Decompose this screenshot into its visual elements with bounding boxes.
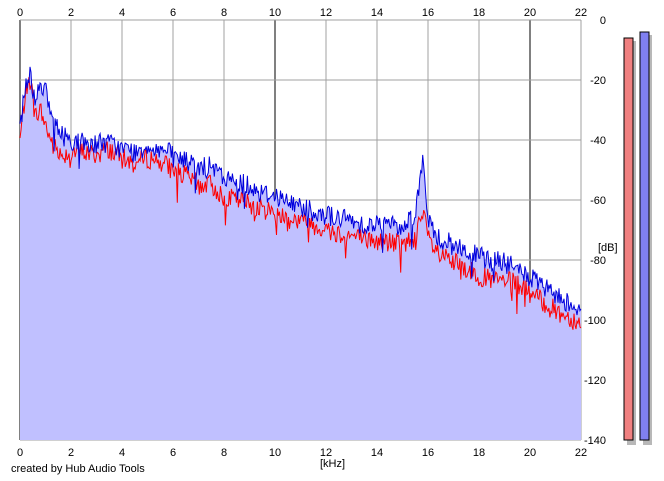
blue-level-meter [639,31,650,441]
x-tick-label: 22 [575,447,587,459]
red-level-meter [623,37,634,441]
x-tick-label: 10 [269,447,281,459]
x-tick-label: 4 [119,447,125,459]
x-tick-label: 12 [320,7,332,19]
x-tick-label: 6 [170,447,176,459]
y-tick-label: -80 [590,255,606,267]
x-tick-label: 14 [371,7,383,19]
x-tick-label: 22 [575,7,587,19]
x-tick-label: 6 [170,7,176,19]
blue-channel-line [19,66,582,316]
y-axis-label: [dB] [598,242,618,254]
y-tick-labels: 0 -20 -40 -60 -80 -100 -120 -140 [584,15,606,447]
y-tick-label: -140 [584,435,606,447]
x-tick-label: 18 [473,447,485,459]
x-tick-label: 8 [221,7,227,19]
spectrum-fill-area [20,66,581,441]
credit-text: created by Hub Audio Tools [11,463,145,475]
x-tick-label: 16 [422,7,434,19]
y-tick-label: -120 [584,375,606,387]
x-tick-label: 2 [68,447,74,459]
y-tick-label: -20 [590,75,606,87]
level-meters [623,31,652,445]
x-tick-label: 0 [17,7,23,19]
x-tick-label: 20 [524,7,536,19]
x-tick-label: 0 [17,447,23,459]
x-tick-label: 4 [119,7,125,19]
x-tick-label: 20 [524,447,536,459]
y-tick-label: 0 [600,15,606,27]
red-channel-line [19,76,582,330]
x-tick-label: 18 [473,7,485,19]
x-tick-label: 8 [221,447,227,459]
x-axis-label: [kHz] [320,458,345,470]
x-tick-label: 14 [371,447,383,459]
x-tick-label: 10 [269,7,281,19]
y-tick-label: -100 [584,315,606,327]
y-tick-label: -40 [590,135,606,147]
x-tick-label: 16 [422,447,434,459]
x-tick-label: 2 [68,7,74,19]
x-tick-label: 12 [320,447,332,459]
y-tick-label: -60 [590,195,606,207]
